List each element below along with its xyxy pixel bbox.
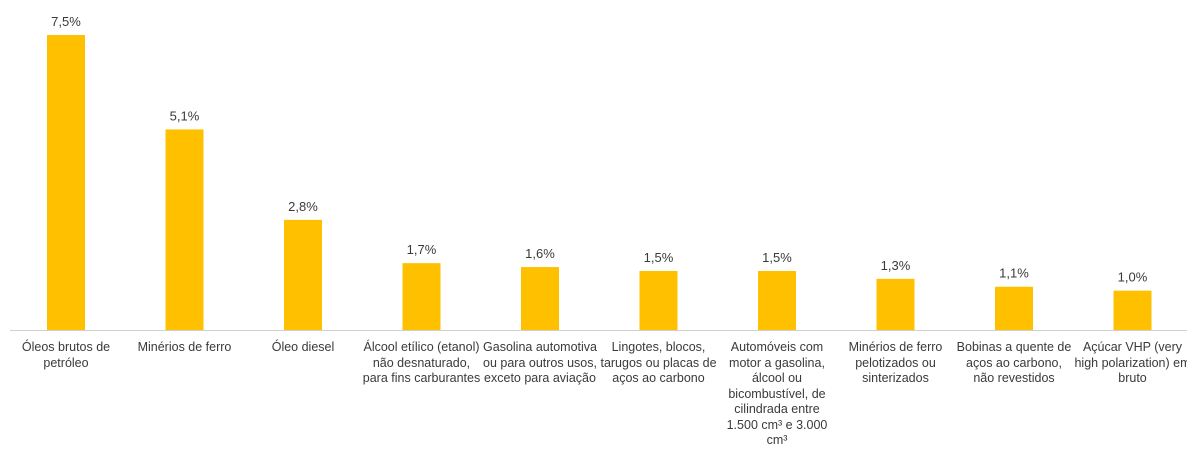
bar bbox=[995, 287, 1033, 330]
data-label: 7,5% bbox=[51, 14, 81, 29]
category-label: Açúcar VHP (very high polarization) em b… bbox=[1074, 340, 1187, 387]
bar bbox=[640, 271, 678, 330]
data-label: 1,6% bbox=[525, 246, 555, 261]
bar bbox=[1114, 291, 1152, 330]
bars-group bbox=[47, 35, 1152, 330]
category-label: Minérios de ferro pelotizados ou sinteri… bbox=[837, 340, 955, 387]
data-label: 1,5% bbox=[644, 250, 674, 265]
bar bbox=[403, 263, 441, 330]
bar bbox=[758, 271, 796, 330]
value-labels-group: 7,5% 5,1% 2,8% 1,7% 1,6% 1,5% 1,5% 1,3% 1,1% 1,0% bbox=[51, 14, 1148, 285]
bar bbox=[284, 220, 322, 330]
bar bbox=[166, 129, 204, 330]
data-label: 1,3% bbox=[881, 258, 911, 273]
bar bbox=[47, 35, 85, 330]
bar bbox=[521, 267, 559, 330]
data-label: 1,7% bbox=[407, 242, 437, 257]
data-label: 5,1% bbox=[170, 108, 200, 123]
category-label: Óleo diesel bbox=[244, 340, 362, 356]
data-label: 1,5% bbox=[762, 250, 792, 265]
category-label: Gasolina automotiva ou para outros usos,… bbox=[481, 340, 599, 387]
bar bbox=[877, 279, 915, 330]
category-label: Automóveis com motor a gasolina, álcool … bbox=[718, 340, 836, 449]
category-label: Álcool etílico (etanol) não desnaturado,… bbox=[363, 340, 481, 387]
category-label: Minérios de ferro bbox=[126, 340, 244, 356]
category-label: Bobinas a quente de aços ao carbono, não… bbox=[955, 340, 1073, 387]
data-label: 2,8% bbox=[288, 199, 318, 214]
category-label: Lingotes, blocos, tarugos ou placas de a… bbox=[600, 340, 718, 387]
data-label: 1,0% bbox=[1118, 270, 1148, 285]
data-label: 1,1% bbox=[999, 266, 1029, 281]
category-label: Óleos brutos de petróleo bbox=[7, 340, 125, 371]
